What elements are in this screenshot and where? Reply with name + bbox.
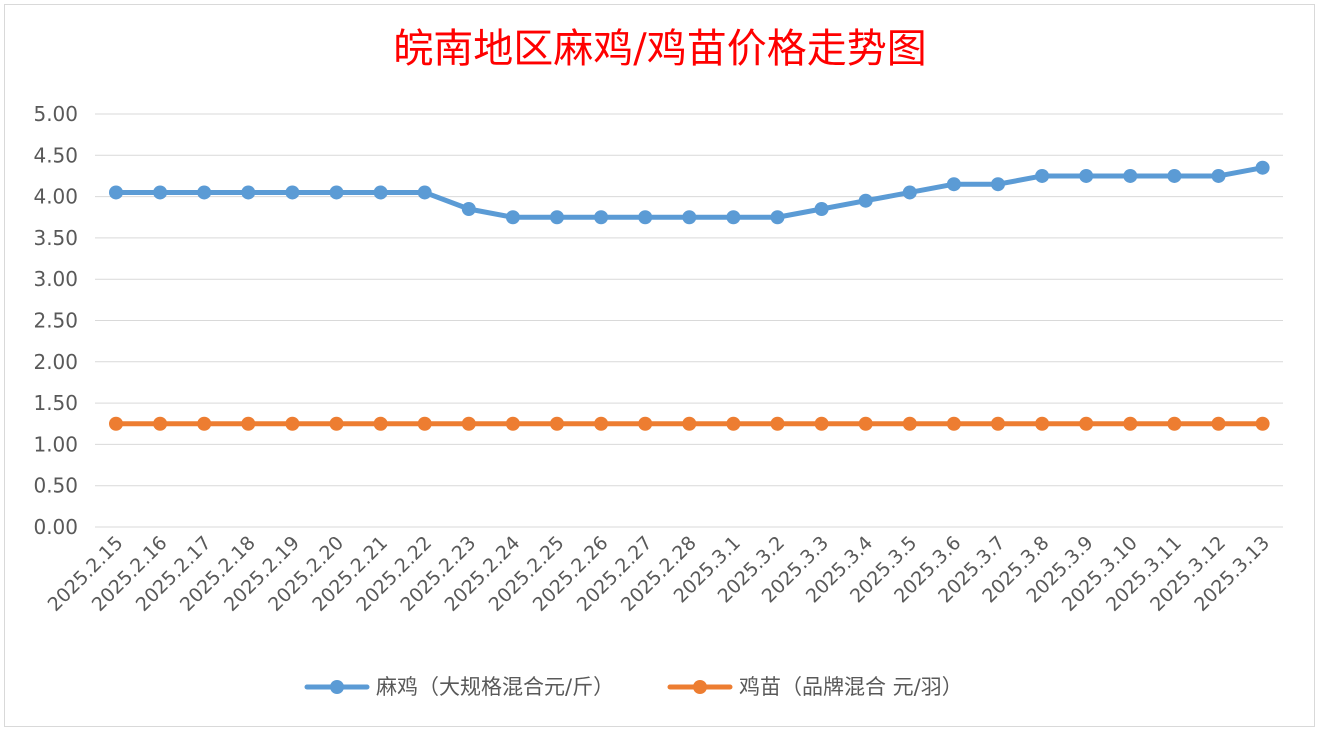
y-tick-label: 3.00: [33, 267, 78, 291]
data-point: [1256, 417, 1270, 431]
data-point: [771, 417, 785, 431]
data-point: [1212, 169, 1226, 183]
data-point: [153, 185, 167, 199]
data-point: [903, 185, 917, 199]
legend-label: 鸡苗（品牌混合 元/羽）: [739, 675, 963, 699]
data-point: [991, 417, 1005, 431]
chart-title: 皖南地区麻鸡/鸡苗价格走势图: [393, 26, 926, 72]
data-point: [726, 210, 740, 224]
data-point: [1079, 417, 1093, 431]
y-axis-ticks: 0.00 0.50 1.00 1.50 2.00 2.50 3.00 3.50 4.00 4.50…: [33, 102, 78, 539]
legend-label: 麻鸡（大规格混合元/斤）: [376, 675, 614, 699]
data-point: [815, 417, 829, 431]
data-point: [638, 417, 652, 431]
data-point: [594, 417, 608, 431]
data-point: [726, 417, 740, 431]
data-point: [330, 185, 344, 199]
series-layer: [109, 161, 1270, 431]
data-point: [594, 210, 608, 224]
data-point: [771, 210, 785, 224]
y-tick-label: 1.00: [33, 432, 78, 456]
data-point: [153, 417, 167, 431]
data-point: [506, 417, 520, 431]
data-point: [947, 177, 961, 191]
data-point: [285, 417, 299, 431]
y-tick-label: 1.50: [33, 391, 78, 415]
data-point: [197, 185, 211, 199]
data-point: [1167, 417, 1181, 431]
legend-marker: [693, 680, 707, 694]
data-point: [241, 417, 255, 431]
data-point: [859, 417, 873, 431]
y-tick-label: 2.50: [33, 309, 78, 333]
legend-marker: [330, 680, 344, 694]
legend-entry: 鸡苗（品牌混合 元/羽）: [670, 675, 963, 699]
data-point: [462, 417, 476, 431]
y-tick-label: 4.00: [33, 185, 78, 209]
data-point: [682, 417, 696, 431]
data-point: [109, 417, 123, 431]
data-point: [550, 210, 564, 224]
data-point: [947, 417, 961, 431]
legend-entry: 麻鸡（大规格混合元/斤）: [307, 675, 614, 699]
data-point: [374, 417, 388, 431]
data-point: [638, 210, 652, 224]
data-point: [241, 185, 255, 199]
data-point: [903, 417, 917, 431]
legend: 麻鸡（大规格混合元/斤） 鸡苗（品牌混合 元/羽）: [307, 675, 963, 699]
data-point: [1079, 169, 1093, 183]
y-tick-label: 3.50: [33, 226, 78, 250]
data-point: [109, 185, 123, 199]
data-point: [285, 185, 299, 199]
data-point: [815, 202, 829, 216]
y-tick-label: 2.00: [33, 350, 78, 374]
data-point: [330, 417, 344, 431]
data-point: [1035, 169, 1049, 183]
data-point: [682, 210, 696, 224]
data-point: [418, 185, 432, 199]
data-point: [991, 177, 1005, 191]
data-point: [374, 185, 388, 199]
series-1: [109, 417, 1270, 431]
data-point: [550, 417, 564, 431]
data-point: [197, 417, 211, 431]
data-point: [462, 202, 476, 216]
data-point: [1035, 417, 1049, 431]
y-tick-label: 0.00: [33, 515, 78, 539]
y-tick-label: 0.50: [33, 474, 78, 498]
data-point: [1212, 417, 1226, 431]
data-point: [1167, 169, 1181, 183]
y-tick-label: 5.00: [33, 102, 78, 126]
y-tick-label: 4.50: [33, 143, 78, 167]
data-point: [506, 210, 520, 224]
data-point: [859, 194, 873, 208]
data-point: [1123, 169, 1137, 183]
data-point: [1256, 161, 1270, 175]
data-point: [1123, 417, 1137, 431]
series-0: [109, 161, 1270, 225]
data-point: [418, 417, 432, 431]
x-axis-ticks: 2025.2.152025.2.162025.2.172025.2.182025…: [44, 532, 1275, 616]
